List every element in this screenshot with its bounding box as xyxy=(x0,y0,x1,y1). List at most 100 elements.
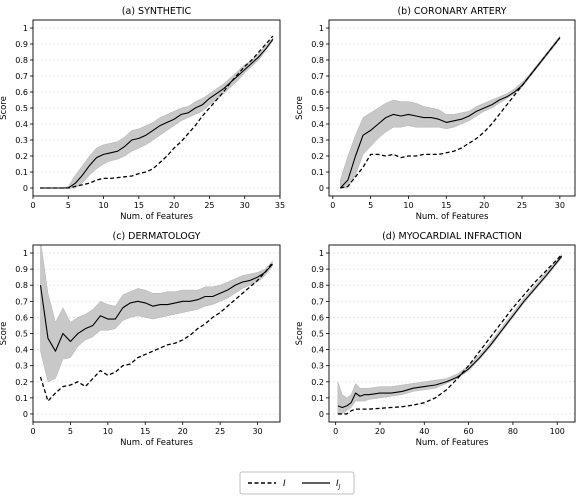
y-tick-label: 0.1 xyxy=(15,394,28,403)
y-tick-label: 0.4 xyxy=(311,120,324,129)
axes-frame xyxy=(32,244,281,423)
x-tick-label: 0 xyxy=(330,201,335,210)
x-tick-label: 100 xyxy=(550,427,565,436)
y-tick-label: 0.8 xyxy=(15,56,28,65)
panel-title: (b) CORONARY ARTERY xyxy=(397,6,506,17)
x-tick-label: 20 xyxy=(479,201,489,210)
x-tick-label: 35 xyxy=(275,201,285,210)
plot-area xyxy=(339,35,561,189)
x-axis-label: Num. of Features xyxy=(416,212,489,222)
x-tick-label: 10 xyxy=(103,427,113,436)
y-tick-label: 0.6 xyxy=(15,313,28,322)
x-tick-label: 15 xyxy=(134,201,144,210)
y-tick-label: 1 xyxy=(319,249,324,258)
x-tick-label: 20 xyxy=(375,427,385,436)
y-tick-label: 0.2 xyxy=(15,152,28,161)
plot-area xyxy=(39,245,274,402)
x-tick-label: 40 xyxy=(419,427,429,436)
axes-frame xyxy=(328,19,576,197)
y-axis-label: Score xyxy=(0,96,9,120)
x-tick-label: 20 xyxy=(169,201,179,210)
panel-a: 00.10.20.30.40.50.60.70.80.910 5 10 15 20 25 3… xyxy=(0,6,285,222)
series-line-IJ xyxy=(40,38,274,189)
legend-solid-main: I xyxy=(336,479,339,489)
panel-c: 00.10.20.30.40.50.60.70.80.910 5 10 15 20 25 3… xyxy=(0,231,281,448)
y-tick-label: 0 xyxy=(23,410,28,419)
x-tick-label: 30 xyxy=(240,201,250,210)
series-line-IJ xyxy=(339,37,561,189)
y-tick-label: 0.5 xyxy=(311,104,324,113)
y-tick-label: 0.5 xyxy=(311,330,324,339)
y-tick-label: 0.3 xyxy=(15,136,28,145)
y-tick-label: 0.6 xyxy=(311,313,324,322)
panel-b: 00.10.20.30.40.50.60.70.80.910 5 10 15 20 25 3… xyxy=(295,6,576,222)
y-tick-label: 0 xyxy=(319,410,324,419)
x-tick-label: 80 xyxy=(508,427,518,436)
x-tick-label: 0 xyxy=(30,201,35,210)
y-tick-label: 0.3 xyxy=(15,362,28,371)
y-tick-label: 0.7 xyxy=(15,297,28,306)
y-tick-label: 0.9 xyxy=(311,265,324,274)
y-tick-label: 1 xyxy=(23,24,28,33)
y-tick-label: 0.9 xyxy=(311,40,324,49)
y-axis-label: Score xyxy=(295,96,305,120)
panel-d: 0 0.1 0.2 0.3 0.4 0.5 0.6 0.7 0.8 0.9 1 0 20 40 60 80 10… xyxy=(295,231,576,448)
x-tick-label: 10 xyxy=(403,201,413,210)
plot-area xyxy=(337,253,563,415)
legend-solid-label: IJ xyxy=(336,479,341,491)
y-tick-label: 0.1 xyxy=(311,394,324,403)
x-tick-label: 5 xyxy=(66,201,71,210)
x-tick-label: 15 xyxy=(140,427,150,436)
y-tick-label: 0 xyxy=(319,184,324,193)
x-tick-label: 15 xyxy=(441,201,451,210)
y-tick-label: 0.7 xyxy=(15,72,28,81)
series-line-I xyxy=(40,35,274,189)
y-tick-label: 0.1 xyxy=(15,168,28,177)
x-tick-label: 30 xyxy=(555,201,565,210)
confidence-band xyxy=(40,245,273,383)
x-tick-label: 20 xyxy=(178,427,188,436)
series-line-IJ xyxy=(337,255,563,409)
y-tick-label: 0.5 xyxy=(15,330,28,339)
legend-frame xyxy=(239,471,355,495)
axes-frame xyxy=(328,244,576,423)
series-line-IJ xyxy=(39,263,273,352)
legend: I IJ xyxy=(239,471,355,495)
y-tick-label: 0.2 xyxy=(311,152,324,161)
x-tick-label: 5 xyxy=(368,201,373,210)
chart-panels: 00.10.20.30.40.50.60.70.80.910 5 10 15 20 25 3… xyxy=(0,6,576,448)
y-tick-label: 0.9 xyxy=(15,265,28,274)
legend-dashed-label: I xyxy=(283,479,286,489)
y-tick-label: 0 xyxy=(23,184,28,193)
y-tick-label: 0.6 xyxy=(15,88,28,97)
y-tick-label: 0.8 xyxy=(15,281,28,290)
confidence-band xyxy=(337,253,562,415)
legend-solid-subscript: J xyxy=(338,484,341,491)
x-tick-label: 5 xyxy=(68,427,73,436)
y-tick-label: 0.1 xyxy=(311,168,324,177)
y-tick-label: 0.6 xyxy=(311,88,324,97)
y-tick-label: 0.9 xyxy=(15,40,28,49)
x-tick-label: 25 xyxy=(204,201,214,210)
y-tick-label: 0.3 xyxy=(311,362,324,371)
y-tick-label: 0.4 xyxy=(311,346,324,355)
y-tick-label: 0.4 xyxy=(15,120,28,129)
y-tick-label: 0.7 xyxy=(311,72,324,81)
panel-title: (c) DERMATOLOGY xyxy=(113,231,201,242)
y-tick-label: 0.4 xyxy=(15,346,28,355)
y-tick-label: 0.8 xyxy=(311,56,324,65)
x-tick-label: 0 xyxy=(333,427,338,436)
y-tick-label: 0.2 xyxy=(15,378,28,387)
y-tick-label: 0.2 xyxy=(311,378,324,387)
panel-title: (d) MYOCARDIAL INFRACTION xyxy=(382,231,522,242)
axes-frame xyxy=(32,19,281,197)
x-tick-label: 25 xyxy=(517,201,527,210)
y-tick-label: 0.3 xyxy=(311,136,324,145)
y-tick-label: 0.5 xyxy=(15,104,28,113)
x-tick-label: 10 xyxy=(98,201,108,210)
x-tick-label: 30 xyxy=(252,427,262,436)
y-tick-label: 1 xyxy=(319,24,324,33)
x-axis-label: Num. of Features xyxy=(416,438,489,448)
y-axis-label: Score xyxy=(295,322,305,346)
